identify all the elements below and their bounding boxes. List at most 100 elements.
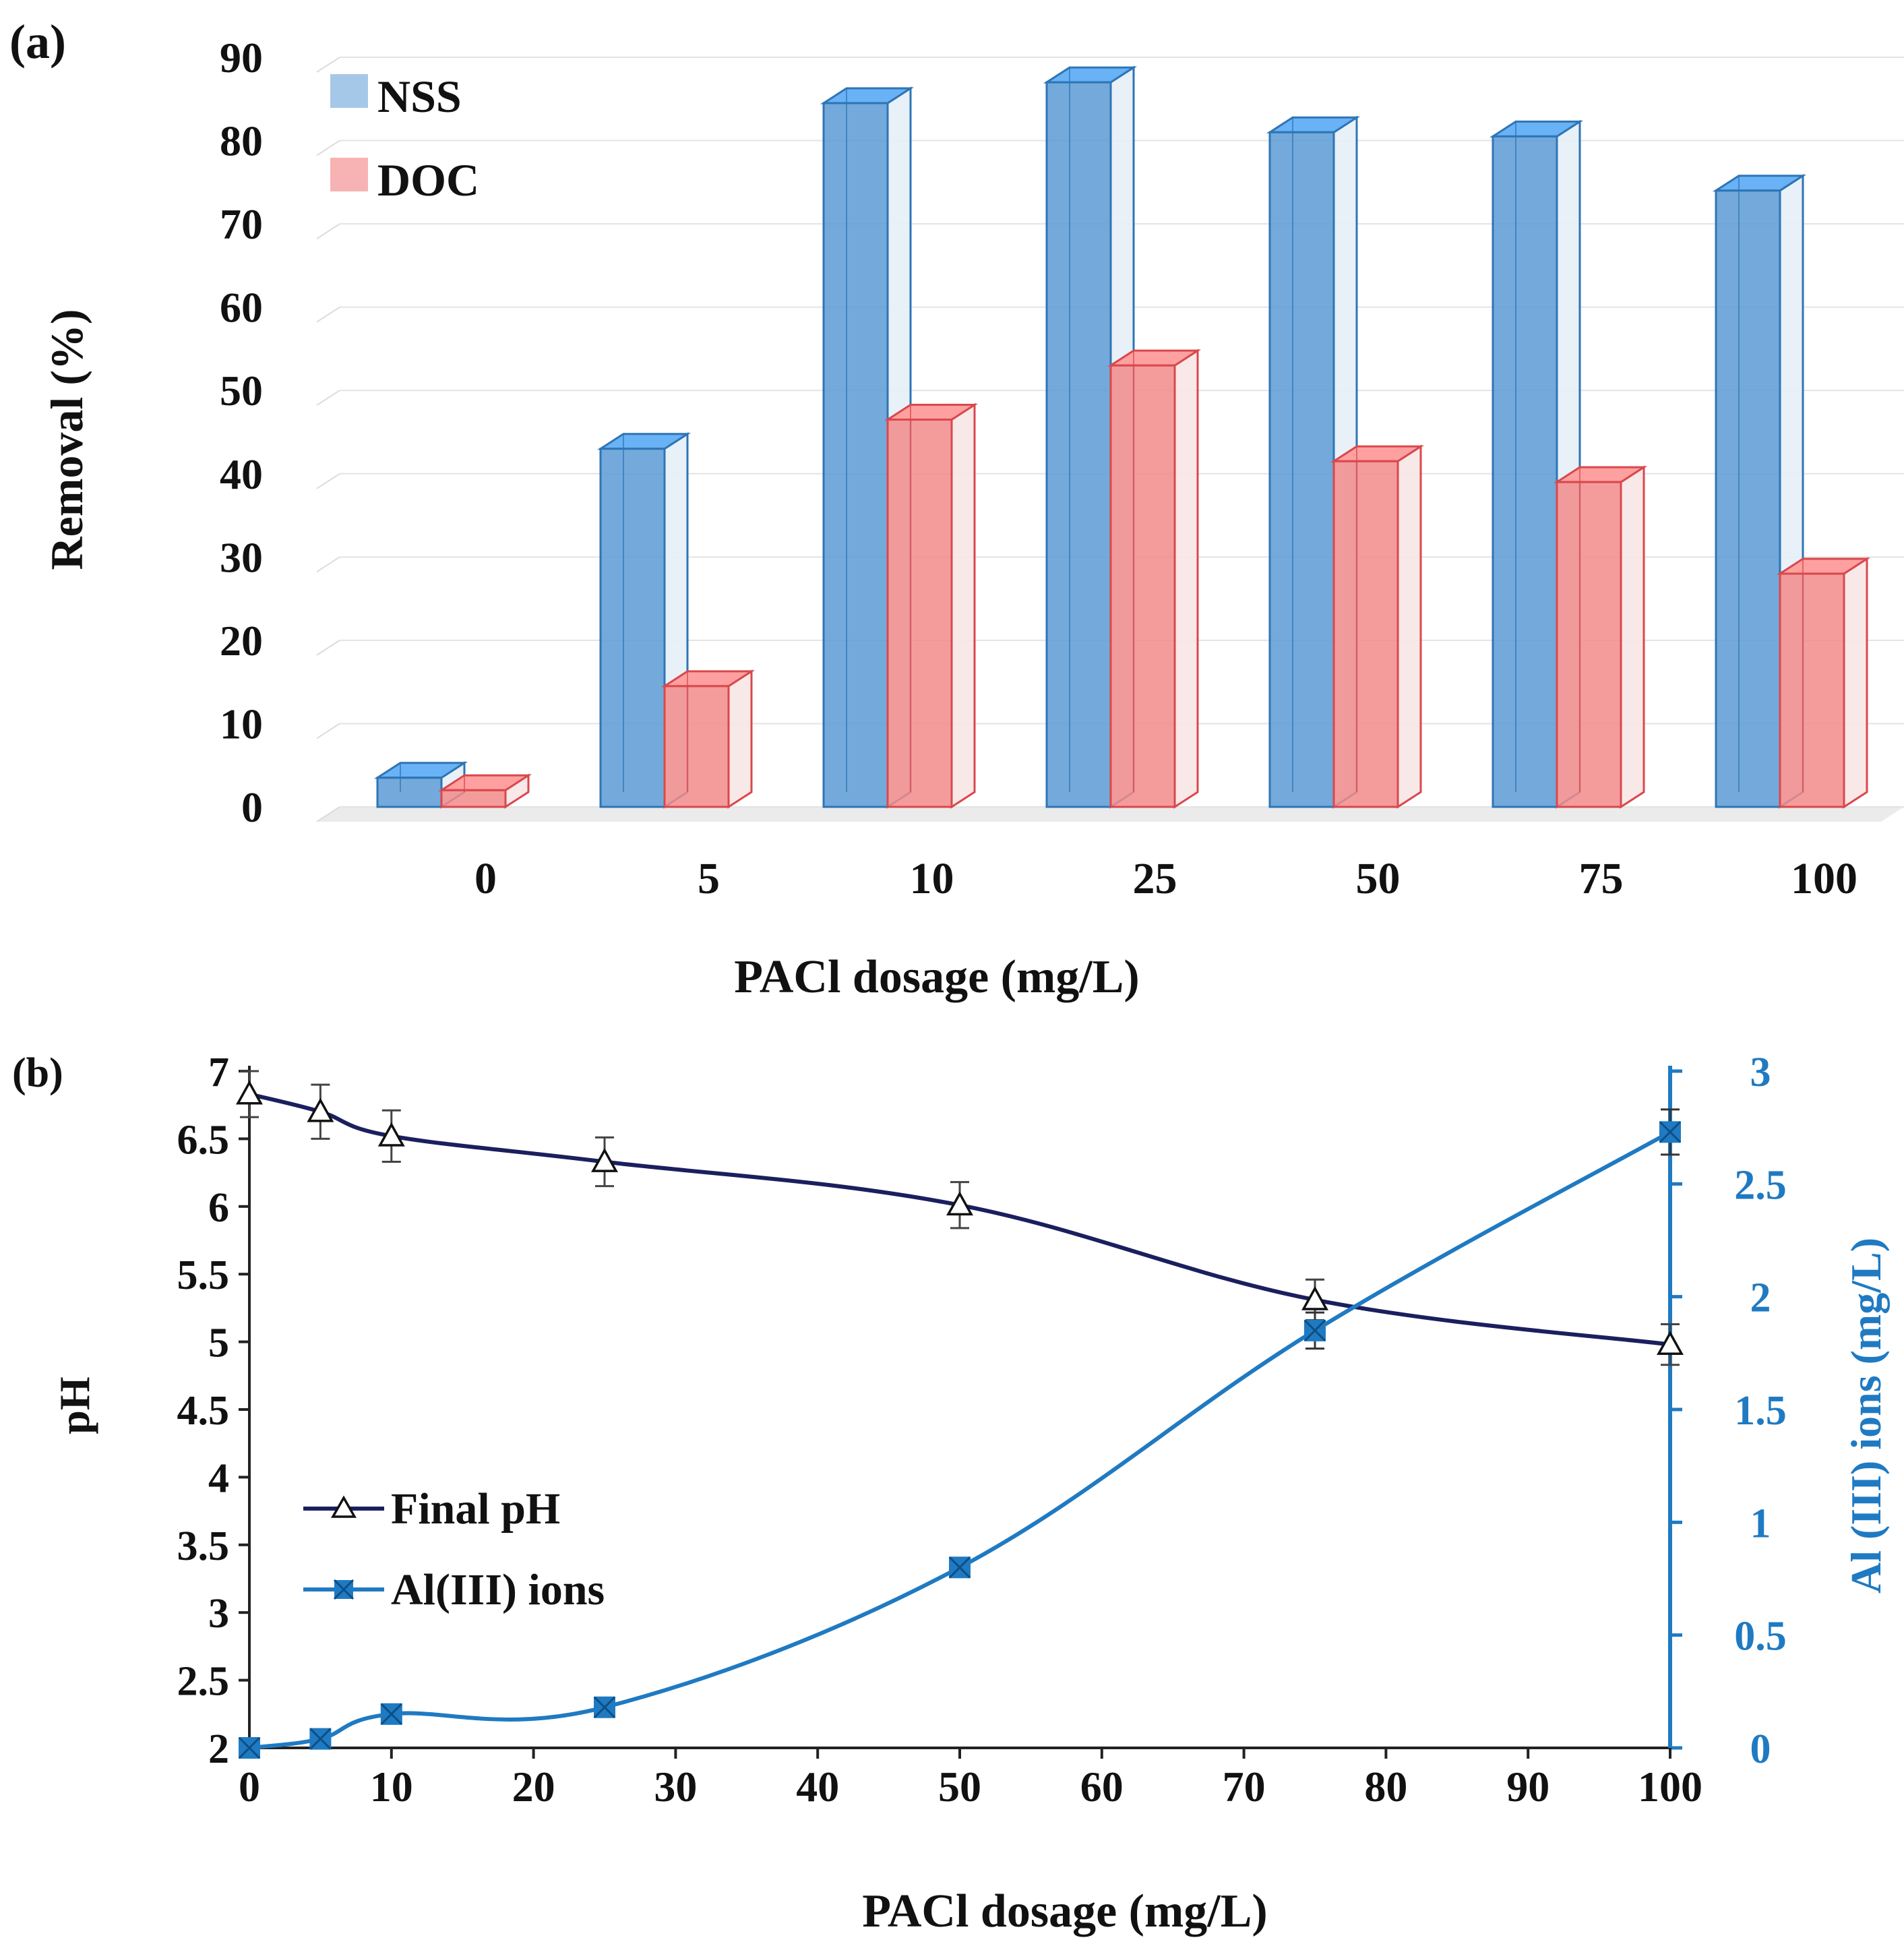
legend-swatch-doc [330,158,368,191]
series-line-al-ions [249,1130,1671,1750]
right-tick-label: 1.5 [1734,1388,1787,1434]
panel-b-x-axis-title: PACl dosage (mg/L) [862,1885,1267,1937]
point-al-ions-cross [238,1736,261,1759]
bar-nss [1492,135,1558,808]
y-tick-label: 80 [220,117,263,165]
gridline-diagonal [316,640,340,656]
panel-b-y2-axis-title: Al (III) ions (mg/L) [1842,1238,1890,1594]
legend-label-al-ions: Al(III) ions [391,1565,605,1614]
panel-b-label: (b) [12,1050,63,1096]
bar-nss [1715,189,1781,808]
point-final-ph [1301,1285,1328,1310]
left-tick-label: 5 [208,1321,229,1366]
point-final-ph [307,1097,334,1122]
x-tick-label: 60 [1080,1763,1124,1811]
left-tick-label: 4.5 [177,1388,230,1434]
y-tick-label: 20 [220,617,263,665]
point-al-ions-cross [948,1556,971,1579]
point-al-ions-cross [380,1703,402,1725]
y-tick-label: 90 [220,34,263,82]
point-final-ph [946,1191,973,1216]
right-tick-label: 1 [1750,1501,1771,1546]
x-tick-label: 75 [1579,854,1624,903]
point-al-ions-cross [1303,1319,1326,1341]
point-al-ions-cross [309,1728,332,1750]
point-final-ph [236,1080,263,1105]
point-al-ions-cross [593,1696,616,1718]
bar-nss [376,777,443,808]
x-tick-label: 70 [1223,1763,1266,1811]
bar-side-doc [1620,465,1645,809]
panel-a-y-axis-title: Removal (%) [41,309,92,570]
right-tick-label: 3 [1750,1050,1771,1095]
left-tick-label: 7 [208,1050,229,1095]
bar-doc [440,789,507,808]
right-tick-label: 2.5 [1734,1162,1787,1208]
panel-b-series [236,1070,1684,1759]
legend-label-nss: NSS [377,71,462,122]
gridline-diagonal [316,140,340,156]
panel-a-bars [373,65,1871,809]
y-tick-label: 10 [220,700,263,748]
gridline-diagonal [316,806,340,822]
left-tick-label: 3 [208,1591,229,1637]
x-tick-label: 25 [1133,854,1177,903]
gridline-diagonal [316,723,340,739]
x-tick-label: 100 [1638,1763,1702,1811]
bar-nss [1045,81,1112,808]
point-final-ph [377,1122,405,1147]
left-tick-label: 5.5 [177,1252,230,1298]
y-tick-label: 50 [220,367,263,415]
bar-doc [1109,364,1176,808]
x-tick-label: 10 [910,854,954,903]
bar-doc [663,685,730,808]
legend-marker-final-ph [330,1495,357,1518]
point-final-ph [1657,1331,1684,1355]
y-tick-label: 70 [220,200,263,248]
bar-nss [1268,131,1335,808]
panel-a-x-axis-title: PACl dosage (mg/L) [734,951,1139,1003]
y-tick-label: 0 [241,783,263,831]
y-tick-label: 40 [220,450,263,498]
bar-side-doc [1173,348,1199,809]
x-tick-label: 0 [474,854,497,903]
x-tick-label: 90 [1506,1763,1549,1811]
gridline-diagonal [316,223,340,239]
panel-a-legend: NSS DOC [330,71,479,206]
bar-doc [1779,572,1845,808]
right-tick-label: 0 [1750,1726,1771,1772]
point-final-ph [591,1147,618,1172]
left-tick-label: 6.5 [177,1117,230,1163]
right-tick-label: 0.5 [1734,1614,1787,1660]
gridline-diagonal [316,556,340,573]
gridline-diagonal [316,473,340,489]
bar-nss [599,448,666,808]
gridline-diagonal [316,306,340,323]
x-tick-label: 30 [654,1763,697,1811]
bar-nss [822,102,889,808]
panel-b-y-axis-title: pH [51,1376,98,1434]
left-tick-label: 4 [208,1455,229,1501]
bar-doc [1556,481,1622,808]
bar-side-doc [1396,444,1422,809]
floor-plane [317,807,1904,822]
x-tick-label: 20 [512,1763,555,1811]
legend-swatch-nss [330,74,368,108]
y-tick-label: 60 [220,284,263,332]
left-tick-label: 2 [208,1726,229,1772]
left-tick-label: 6 [208,1185,229,1231]
x-tick-label: 5 [698,854,720,903]
bar-side-doc [950,402,976,809]
x-tick-label: 0 [239,1763,260,1811]
gridline-diagonal [316,390,340,406]
gridline-diagonal [316,57,340,73]
legend-label-final-ph: Final pH [391,1484,560,1534]
panel-a-bar-chart: (a) 0 10 20 30 40 50 60 70 80 90 0 5 10 25 50 75 100 Re… [9,15,1904,1003]
legend-marker-al-ions-cross [333,1579,355,1600]
point-al-ions-cross [1659,1121,1682,1143]
bar-side-doc [1843,557,1868,809]
bar-side-doc [727,669,753,809]
